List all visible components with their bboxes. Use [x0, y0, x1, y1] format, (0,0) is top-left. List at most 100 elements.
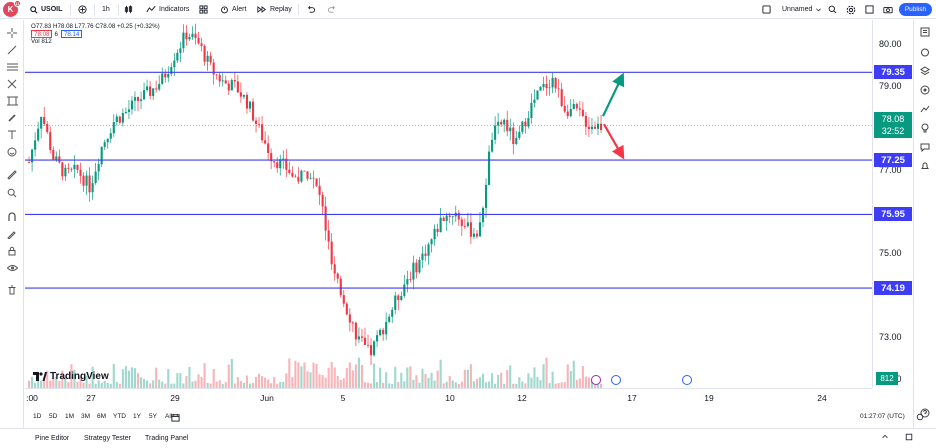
- volume-bar: [369, 383, 373, 388]
- volume-bar: [415, 375, 418, 388]
- calendar-button[interactable]: [917, 102, 933, 116]
- ideas-button[interactable]: [917, 121, 933, 135]
- maximize-panel-icon[interactable]: [905, 433, 913, 443]
- range-button-1y[interactable]: 1Y: [133, 413, 141, 420]
- collapse-panel-icon[interactable]: [881, 433, 889, 443]
- divider: [298, 4, 299, 15]
- range-button-ytd[interactable]: YTD: [113, 413, 126, 420]
- fib-tool[interactable]: [4, 60, 20, 74]
- pattern-icon: [7, 79, 17, 89]
- undo-button[interactable]: [306, 0, 315, 19]
- help-button[interactable]: [917, 406, 933, 420]
- tab-strategy-tester[interactable]: Strategy Tester: [84, 435, 131, 442]
- candle-body: [448, 215, 451, 217]
- hotlists-button[interactable]: [917, 83, 933, 97]
- stay-in-drawing-tool[interactable]: [4, 227, 20, 241]
- fullscreen-button[interactable]: [865, 0, 874, 19]
- volume-bar: [112, 363, 115, 388]
- snapshot-button[interactable]: [883, 0, 893, 19]
- measure-tool[interactable]: [4, 168, 20, 182]
- candle-body: [382, 329, 385, 335]
- candle-body: [466, 222, 469, 227]
- tab-trading-panel[interactable]: Trading Panel: [145, 435, 189, 442]
- volume-bar: [64, 377, 67, 388]
- range-button-5d[interactable]: 5D: [49, 413, 58, 420]
- question-circle-icon: [920, 408, 930, 418]
- chart-type-button[interactable]: [124, 0, 133, 19]
- symbol-search[interactable]: USOIL: [30, 0, 62, 19]
- user-avatar[interactable]: K 11: [3, 0, 21, 17]
- indicators-button[interactable]: Indicators: [146, 0, 189, 19]
- chats-button[interactable]: [917, 140, 933, 154]
- time-tick-label: 5: [340, 393, 346, 403]
- volume-bar: [58, 380, 61, 388]
- candle-body: [584, 116, 587, 127]
- magnet-tool[interactable]: [4, 210, 20, 224]
- sell-price-box[interactable]: 78.08: [31, 30, 53, 38]
- emoji-tool[interactable]: [4, 145, 20, 159]
- text-tool[interactable]: [4, 128, 20, 142]
- volume-bar: [297, 362, 300, 388]
- range-button-3m[interactable]: 3M: [81, 413, 91, 420]
- candle-body: [578, 108, 581, 110]
- buy-price-box[interactable]: 78.14: [60, 30, 83, 38]
- range-button-5y[interactable]: 5Y: [149, 413, 157, 420]
- volume-bar: [451, 380, 454, 388]
- interval-button[interactable]: 1h: [102, 6, 110, 13]
- candle-body: [460, 219, 463, 226]
- volume-bar: [527, 373, 530, 388]
- candle-body: [103, 142, 106, 147]
- hide-drawings-tool[interactable]: [4, 261, 20, 275]
- notifications-button[interactable]: [917, 159, 933, 173]
- layout-menu[interactable]: Unnamed: [762, 0, 822, 19]
- level-price-label: 77.25: [874, 153, 912, 168]
- candle-body: [478, 222, 482, 237]
- candle-body: [509, 127, 512, 132]
- lock-drawings-tool[interactable]: [4, 244, 20, 258]
- goto-date-icon[interactable]: [171, 413, 180, 424]
- prediction-tool[interactable]: [4, 94, 20, 108]
- time-axis[interactable]: :00 27 29 Jun 5 10 12 17 19 24: [25, 388, 872, 406]
- settings-button[interactable]: [846, 0, 856, 19]
- pattern-tool[interactable]: [4, 77, 20, 91]
- alert-button[interactable]: Alert: [220, 0, 246, 19]
- replay-button[interactable]: Replay: [257, 0, 292, 19]
- crosshair-tool[interactable]: [4, 26, 20, 40]
- utc-clock[interactable]: 01:27:07 (UTC): [860, 413, 905, 420]
- volume-bar: [524, 383, 527, 388]
- candle-body: [152, 88, 155, 96]
- alerts-button[interactable]: [917, 45, 933, 59]
- candle-body: [500, 121, 503, 125]
- volume-bar: [312, 362, 315, 388]
- candle-body: [46, 124, 49, 133]
- candle-body: [330, 241, 333, 265]
- volume-bar: [445, 381, 448, 388]
- chart-settings-icon[interactable]: [916, 413, 924, 423]
- volume-bar: [382, 382, 385, 388]
- tab-pine-editor[interactable]: Pine Editor: [35, 435, 70, 442]
- brush-tool[interactable]: [4, 111, 20, 125]
- undo-icon: [308, 6, 315, 13]
- candle-body: [391, 309, 394, 317]
- watchlist-button[interactable]: [917, 25, 933, 39]
- publish-button[interactable]: Publish: [899, 3, 932, 16]
- range-button-1m[interactable]: 1M: [65, 413, 75, 420]
- trend-line-tool[interactable]: [4, 43, 20, 57]
- zoom-tool[interactable]: [4, 186, 20, 200]
- layout-templates-button[interactable]: [199, 0, 208, 19]
- remove-drawings-tool[interactable]: [4, 283, 20, 297]
- range-button-6m[interactable]: 6M: [97, 413, 107, 420]
- redo-button[interactable]: [328, 0, 337, 19]
- candle-body: [524, 121, 527, 127]
- quick-search-button[interactable]: [828, 0, 837, 19]
- compare-button[interactable]: [78, 0, 87, 19]
- object-tree-button[interactable]: [917, 64, 933, 78]
- range-button-1d[interactable]: 1D: [33, 413, 42, 420]
- volume-bar: [596, 383, 600, 388]
- candle-body: [270, 153, 273, 162]
- price-chart[interactable]: [25, 20, 872, 400]
- range-button-all[interactable]: All: [165, 413, 173, 420]
- ohlc-values: O77.83 H78.08 L77.76 C78.08 +0.25 (+0.32…: [31, 23, 160, 30]
- candle-body: [515, 137, 518, 145]
